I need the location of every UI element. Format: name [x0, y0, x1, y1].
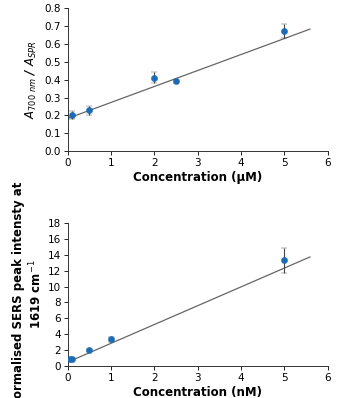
Y-axis label: $A_{700\ nm}$ / $A_{SPR}$: $A_{700\ nm}$ / $A_{SPR}$	[24, 41, 39, 119]
Y-axis label: Normalised SERS peak intensty at
1619 cm$^{-1}$: Normalised SERS peak intensty at 1619 cm…	[12, 181, 45, 398]
X-axis label: Concentration (nM): Concentration (nM)	[133, 386, 262, 398]
X-axis label: Concentration (μM): Concentration (μM)	[133, 171, 262, 184]
